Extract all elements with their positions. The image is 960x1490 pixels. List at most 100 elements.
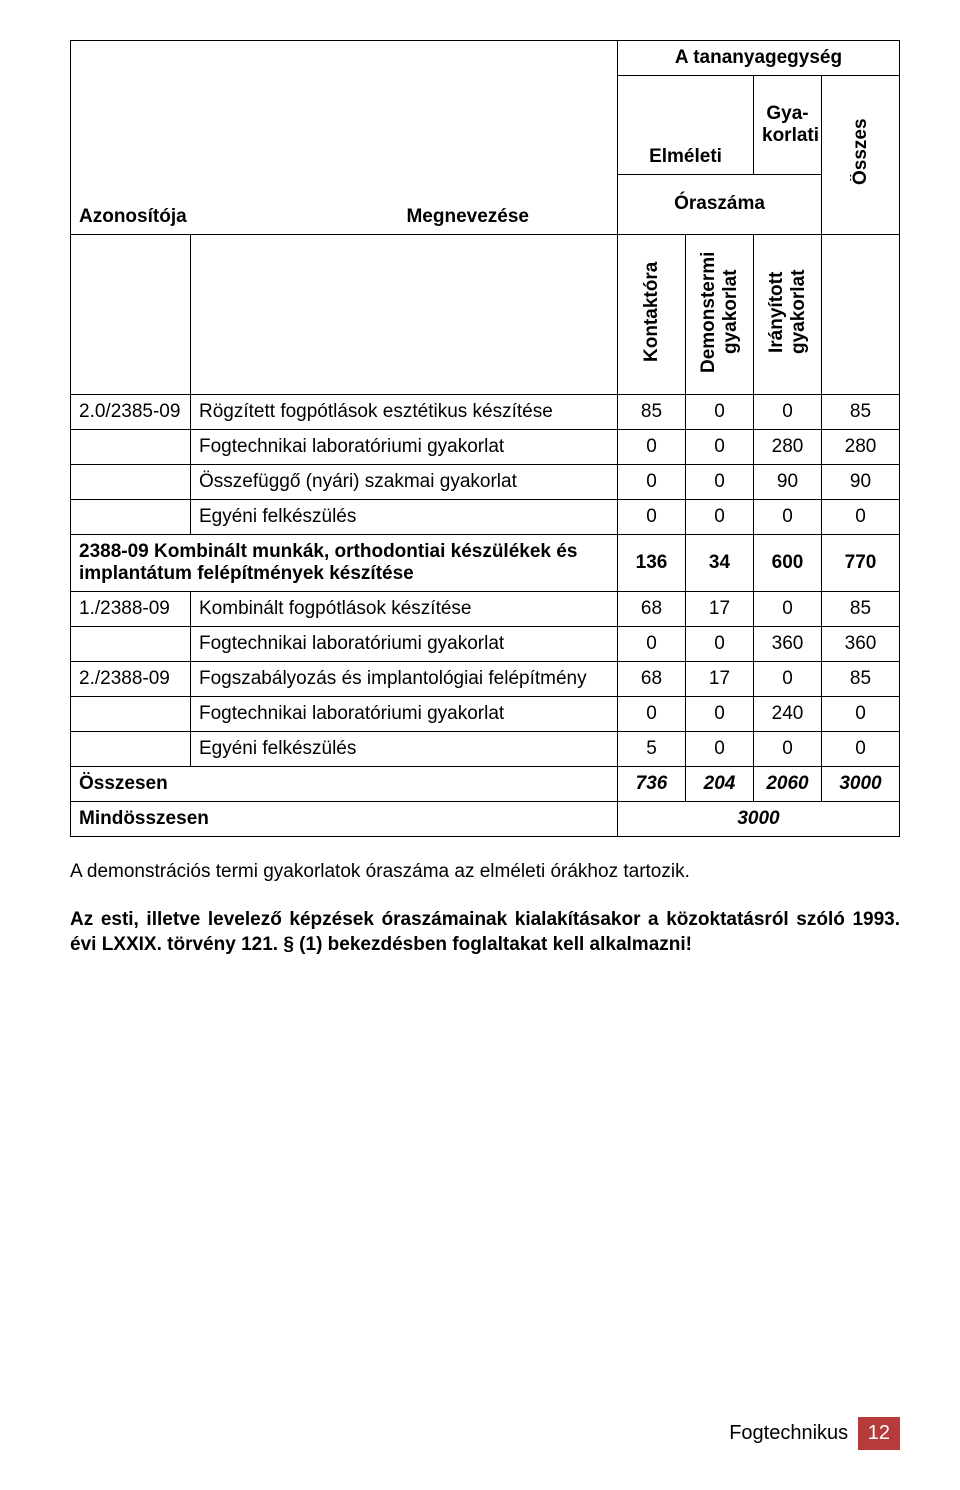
- note-paragraph: A demonstrációs termi gyakorlatok óraszá…: [70, 859, 900, 885]
- cell-grand-total-label: Mindösszesen: [71, 802, 618, 837]
- cell-val: 600: [754, 535, 822, 592]
- cell-azon-wrap: Azonosítója Megnevezése: [71, 41, 618, 235]
- cell-elmeleti: Elméleti: [618, 76, 754, 175]
- cell-val: 85: [822, 592, 900, 627]
- cell-val: 0: [754, 732, 822, 767]
- cell-val: 85: [822, 662, 900, 697]
- cell-val: 0: [618, 500, 686, 535]
- cell-val: 136: [618, 535, 686, 592]
- cell-name: Kombinált fogpótlások készítése: [191, 592, 618, 627]
- cell-kontaktora: Kontaktóra: [641, 242, 663, 382]
- page: Azonosítója Megnevezése A tananyagegység…: [0, 0, 960, 958]
- cell-val: 0: [822, 500, 900, 535]
- note-paragraph-bold: Az esti, illetve levelező képzések órasz…: [70, 907, 900, 958]
- cell-val: 0: [686, 732, 754, 767]
- cell-val: 85: [822, 395, 900, 430]
- cell-val: 280: [754, 430, 822, 465]
- cell-val: 770: [822, 535, 900, 592]
- cell-demonstermi-wrap: Demonstermi gyakorlat: [686, 235, 754, 395]
- cell-summary-label: Összesen: [71, 767, 618, 802]
- cell-name: Egyéni felkészülés: [191, 732, 618, 767]
- cell-val: 17: [686, 592, 754, 627]
- cell-osszes: Összes: [850, 82, 872, 222]
- table-row: Fogtechnikai laboratóriumi gyakorlat 0 0…: [71, 430, 900, 465]
- footer-label: Fogtechnikus: [729, 1422, 848, 1444]
- blank-cell: [191, 235, 618, 395]
- cell-name: Fogszabályozás és implantológiai felépít…: [191, 662, 618, 697]
- cell-val: 0: [822, 732, 900, 767]
- blank-cell: [71, 465, 191, 500]
- table-row: Egyéni felkészülés 0 0 0 0: [71, 500, 900, 535]
- cell-val: 17: [686, 662, 754, 697]
- cell-val: 68: [618, 592, 686, 627]
- table-row: Kontaktóra Demonstermi gyakorlat Irányít…: [71, 235, 900, 395]
- cell-name: Fogtechnikai laboratóriumi gyakorlat: [191, 697, 618, 732]
- cell-name: Fogtechnikai laboratóriumi gyakorlat: [191, 627, 618, 662]
- table-row: Azonosítója Megnevezése A tananyagegység: [71, 41, 900, 76]
- cell-val: 34: [686, 535, 754, 592]
- curriculum-table: Azonosítója Megnevezése A tananyagegység…: [70, 40, 900, 837]
- table-row: 1./2388-09 Kombinált fogpótlások készíté…: [71, 592, 900, 627]
- cell-val: 360: [754, 627, 822, 662]
- cell-val: 85: [618, 395, 686, 430]
- cell-val: 0: [822, 697, 900, 732]
- blank-cell: [71, 500, 191, 535]
- table-row: Összesen 736 204 2060 3000: [71, 767, 900, 802]
- cell-val: 240: [754, 697, 822, 732]
- blank-cell: [71, 732, 191, 767]
- cell-val: 0: [618, 465, 686, 500]
- cell-val: 0: [686, 500, 754, 535]
- cell-val: 0: [686, 627, 754, 662]
- cell-iranyitott: Irányított gyakorlat: [766, 242, 810, 382]
- cell-name: Fogtechnikai laboratóriumi gyakorlat: [191, 430, 618, 465]
- cell-val: 736: [618, 767, 686, 802]
- cell-demonstermi: Demonstermi gyakorlat: [698, 242, 742, 382]
- table-row: 2.0/2385-09 Rögzített fogpótlások esztét…: [71, 395, 900, 430]
- cell-osszes-wrap: Összes: [822, 76, 900, 235]
- cell-val: 0: [754, 500, 822, 535]
- footer-page-badge: 12: [858, 1417, 900, 1450]
- cell-val: 90: [822, 465, 900, 500]
- cell-val: 0: [754, 395, 822, 430]
- blank-cell: [71, 235, 191, 395]
- blank-cell: [822, 235, 900, 395]
- cell-name: Egyéni felkészülés: [191, 500, 618, 535]
- table-row: 2388-09 Kombinált munkák, orthodontiai k…: [71, 535, 900, 592]
- cell-gyakorlati: Gya- korlati: [754, 76, 822, 175]
- page-footer: Fogtechnikus 12: [729, 1417, 900, 1450]
- cell-azon: Azonosítója: [79, 206, 187, 228]
- cell-val: 68: [618, 662, 686, 697]
- cell-val: 0: [754, 592, 822, 627]
- table-row: Mindösszesen 3000: [71, 802, 900, 837]
- cell-val: 0: [618, 627, 686, 662]
- blank-cell: [71, 697, 191, 732]
- cell-val: 280: [822, 430, 900, 465]
- cell-id: 1./2388-09: [71, 592, 191, 627]
- table-row: Fogtechnikai laboratóriumi gyakorlat 0 0…: [71, 697, 900, 732]
- cell-val: 360: [822, 627, 900, 662]
- cell-val: 3000: [822, 767, 900, 802]
- cell-val: 5: [618, 732, 686, 767]
- cell-val: 0: [754, 662, 822, 697]
- cell-val: 0: [686, 465, 754, 500]
- table-row: Fogtechnikai laboratóriumi gyakorlat 0 0…: [71, 627, 900, 662]
- cell-main-title: A tananyagegység: [618, 41, 900, 76]
- cell-val: 204: [686, 767, 754, 802]
- cell-val: 90: [754, 465, 822, 500]
- blank-cell: [71, 430, 191, 465]
- cell-kontaktora-wrap: Kontaktóra: [618, 235, 686, 395]
- cell-val: 2060: [754, 767, 822, 802]
- cell-name: Összefüggő (nyári) szakmai gyakorlat: [191, 465, 618, 500]
- cell-oraszama: Óraszáma: [618, 174, 822, 235]
- blank-cell: [71, 627, 191, 662]
- cell-id: 2.0/2385-09: [71, 395, 191, 430]
- table-row: Egyéni felkészülés 5 0 0 0: [71, 732, 900, 767]
- cell-grand-total-val: 3000: [618, 802, 900, 837]
- cell-val: 0: [686, 697, 754, 732]
- cell-val: 0: [686, 430, 754, 465]
- cell-id: 2./2388-09: [71, 662, 191, 697]
- cell-val: 0: [618, 430, 686, 465]
- cell-val: 0: [618, 697, 686, 732]
- cell-val: 0: [686, 395, 754, 430]
- table-row: Összefüggő (nyári) szakmai gyakorlat 0 0…: [71, 465, 900, 500]
